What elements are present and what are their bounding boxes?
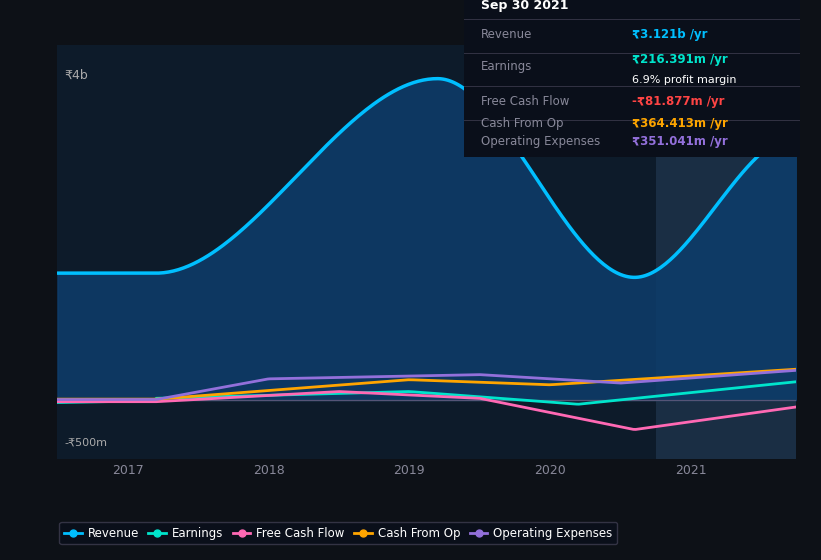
Text: ₹364.413m /yr: ₹364.413m /yr [632,116,728,130]
Bar [656,45,796,459]
Text: -₹500m: -₹500m [65,437,108,447]
Text: -₹81.877m /yr: -₹81.877m /yr [632,95,725,108]
Text: ₹4b: ₹4b [65,68,88,81]
Text: ₹3.121b /yr: ₹3.121b /yr [632,27,708,41]
Text: Free Cash Flow: Free Cash Flow [481,95,569,108]
Text: Operating Expenses: Operating Expenses [481,135,600,148]
Text: ₹351.041m /yr: ₹351.041m /yr [632,135,728,148]
Text: Cash From Op: Cash From Op [481,116,563,130]
Legend: Revenue, Earnings, Free Cash Flow, Cash From Op, Operating Expenses: Revenue, Earnings, Free Cash Flow, Cash … [59,522,617,544]
Text: Revenue: Revenue [481,27,532,41]
Text: Sep 30 2021: Sep 30 2021 [481,0,568,12]
Text: Earnings: Earnings [481,59,532,73]
Text: 6.9% profit margin: 6.9% profit margin [632,74,736,85]
Text: ₹216.391m /yr: ₹216.391m /yr [632,53,728,66]
